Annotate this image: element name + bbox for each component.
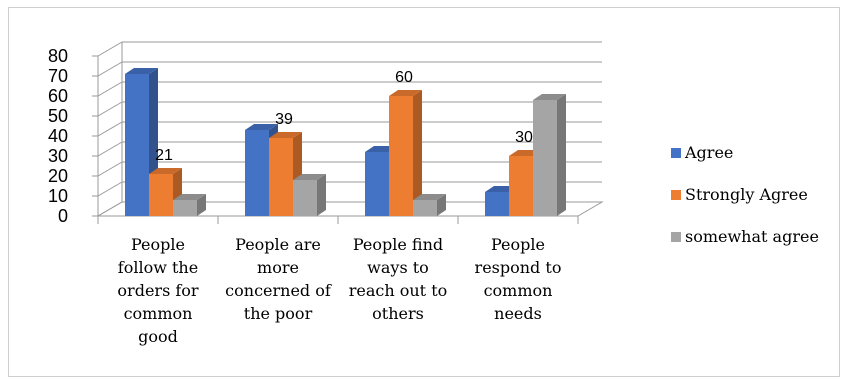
bar xyxy=(269,138,293,216)
category-label: more xyxy=(257,258,299,277)
category-label: People find xyxy=(353,235,443,254)
category-label: the poor xyxy=(244,304,313,323)
category-label: People are xyxy=(235,235,321,254)
category-label: orders for xyxy=(117,281,198,300)
bar-top xyxy=(389,90,422,96)
bar xyxy=(173,200,197,216)
bar-top xyxy=(293,174,326,180)
bar-side xyxy=(317,174,326,216)
data-label: 39 xyxy=(275,111,293,128)
bar xyxy=(245,130,269,216)
category-label: concerned of xyxy=(225,281,332,300)
gridline-side xyxy=(97,181,123,197)
bar xyxy=(533,100,557,216)
category-label: respond to xyxy=(475,258,562,277)
gridline-side xyxy=(97,161,123,177)
bar xyxy=(509,156,533,216)
data-label: 21 xyxy=(155,147,173,164)
category-label: others xyxy=(372,304,424,323)
gridline-side xyxy=(97,81,123,97)
data-label: 60 xyxy=(395,69,413,86)
category-label: common xyxy=(124,304,193,323)
y-tick-label: 40 xyxy=(48,126,68,146)
bar-top xyxy=(269,132,302,138)
bar-top xyxy=(149,168,182,174)
legend-swatch xyxy=(671,148,681,158)
category-label: needs xyxy=(494,304,542,323)
bar-top xyxy=(245,124,278,130)
bar-side xyxy=(197,194,206,216)
gridline-side xyxy=(97,101,123,117)
gridline-side xyxy=(97,41,123,57)
gridline-side xyxy=(97,61,123,77)
y-tick-label: 0 xyxy=(58,206,68,226)
y-tick-label: 10 xyxy=(48,186,68,206)
y-tick-label: 30 xyxy=(48,146,68,166)
legend-swatch xyxy=(671,232,681,242)
legend-label: Strongly Agree xyxy=(685,185,808,204)
category-label: People xyxy=(491,235,545,254)
bar-side xyxy=(413,90,422,216)
bar xyxy=(485,192,509,216)
bar-top xyxy=(173,194,206,200)
category-label: ways to xyxy=(367,258,429,277)
bar-side xyxy=(437,194,446,216)
bar-top xyxy=(533,94,566,100)
category-label: good xyxy=(138,327,178,346)
bar xyxy=(389,96,413,216)
y-tick-label: 60 xyxy=(48,86,68,106)
legend-label: Agree xyxy=(684,143,733,162)
legend-swatch xyxy=(671,190,681,200)
bar xyxy=(413,200,437,216)
y-tick-label: 70 xyxy=(48,66,68,86)
bar-top xyxy=(125,68,158,74)
category-label: People xyxy=(131,235,185,254)
legend-label: somewhat agree xyxy=(685,227,819,246)
gridline-side xyxy=(97,141,123,157)
gridline-side xyxy=(97,121,123,137)
category-label: common xyxy=(484,281,553,300)
bar xyxy=(293,180,317,216)
category-label: follow the xyxy=(118,258,198,277)
category-label: reach out to xyxy=(349,281,448,300)
bar-top xyxy=(413,194,446,200)
y-tick-label: 80 xyxy=(48,46,68,66)
bar xyxy=(149,174,173,216)
y-tick-label: 20 xyxy=(48,166,68,186)
y-tick-label: 50 xyxy=(48,106,68,126)
bar xyxy=(125,74,149,216)
data-label: 30 xyxy=(515,129,533,146)
bar xyxy=(365,152,389,216)
bar-side xyxy=(557,94,566,216)
